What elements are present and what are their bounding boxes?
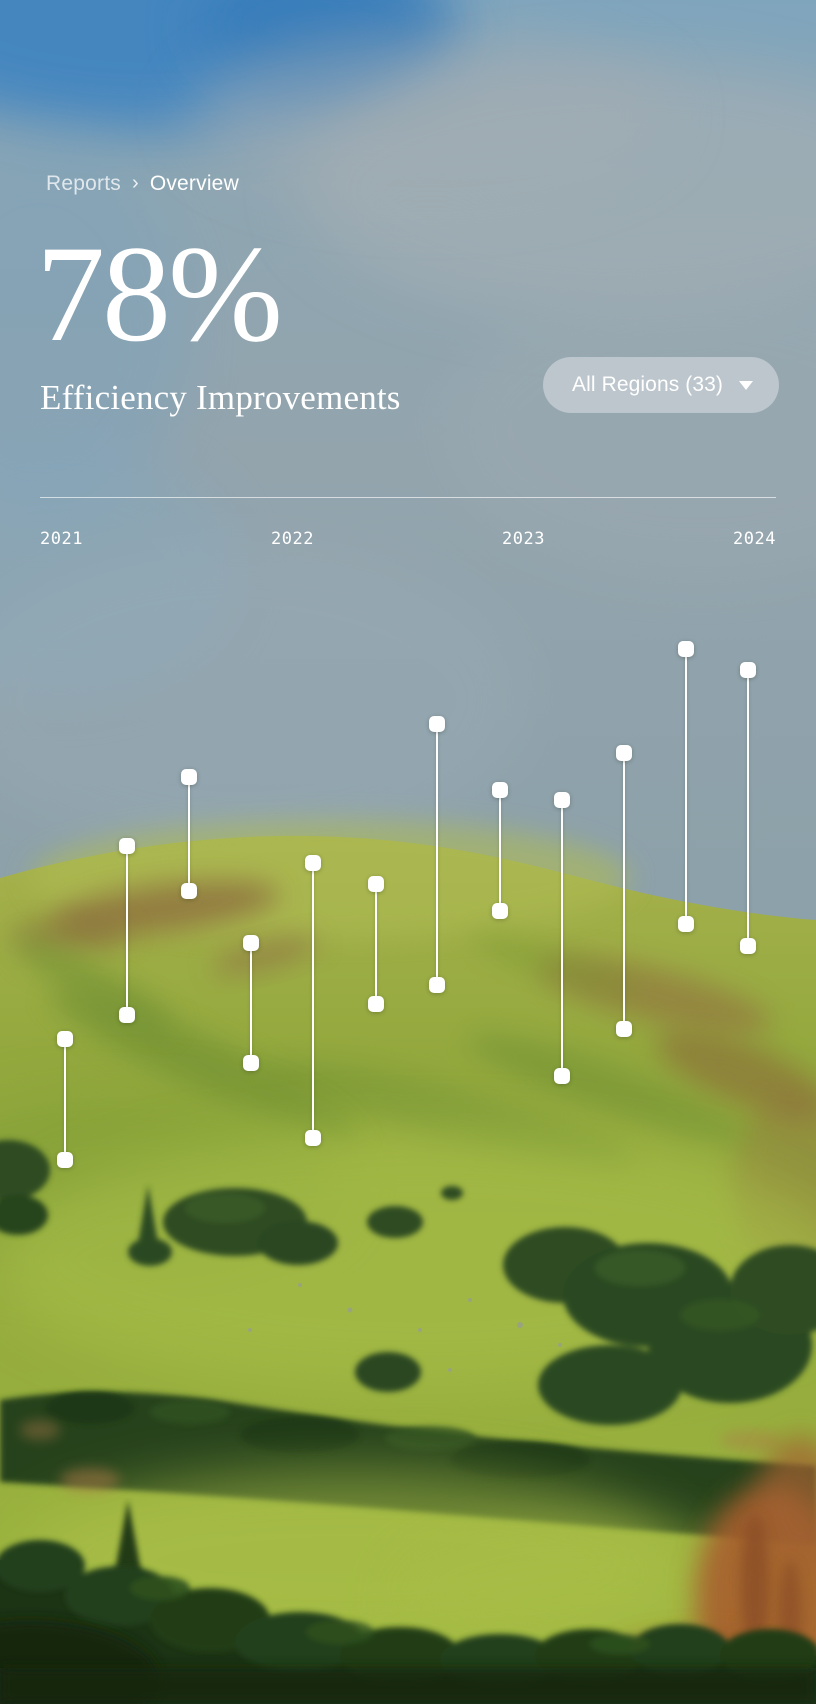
range-marker-top-11 bbox=[740, 662, 756, 678]
range-marker-top-3 bbox=[243, 935, 259, 951]
range-marker-bottom-7 bbox=[492, 903, 508, 919]
range-marker-top-5 bbox=[368, 876, 384, 892]
range-marker-bottom-10 bbox=[678, 916, 694, 932]
timeline-year-labels: 2021 2022 2023 2024 bbox=[40, 529, 776, 549]
range-marker-bottom-6 bbox=[429, 977, 445, 993]
breadcrumb-reports[interactable]: Reports bbox=[46, 172, 121, 195]
range-line-5 bbox=[375, 884, 377, 1004]
range-line-8 bbox=[561, 800, 563, 1076]
year-label-2023: 2023 bbox=[502, 529, 545, 549]
range-marker-top-8 bbox=[554, 792, 570, 808]
range-marker-bottom-2 bbox=[181, 883, 197, 899]
range-marker-top-6 bbox=[429, 716, 445, 732]
range-line-2 bbox=[188, 777, 190, 891]
breadcrumb-overview: Overview bbox=[149, 172, 239, 195]
range-marker-top-4 bbox=[305, 855, 321, 871]
range-marker-top-7 bbox=[492, 782, 508, 798]
range-line-1 bbox=[126, 846, 128, 1015]
region-filter-label: All Regions (33) bbox=[572, 373, 723, 396]
range-line-7 bbox=[499, 790, 501, 911]
range-marker-bottom-9 bbox=[616, 1021, 632, 1037]
range-marker-bottom-3 bbox=[243, 1055, 259, 1071]
range-line-11 bbox=[747, 670, 749, 946]
range-line-9 bbox=[623, 753, 625, 1029]
breadcrumb-separator-icon: › bbox=[131, 172, 139, 194]
range-marker-top-0 bbox=[57, 1031, 73, 1047]
region-filter-dropdown[interactable]: All Regions (33) bbox=[543, 357, 779, 413]
range-marker-top-2 bbox=[181, 769, 197, 785]
range-line-0 bbox=[64, 1039, 66, 1160]
chevron-down-icon bbox=[739, 380, 753, 390]
range-marker-bottom-4 bbox=[305, 1130, 321, 1146]
range-marker-bottom-0 bbox=[57, 1152, 73, 1168]
year-label-2022: 2022 bbox=[271, 529, 314, 549]
range-line-10 bbox=[685, 649, 687, 924]
range-marker-top-1 bbox=[119, 838, 135, 854]
range-line-3 bbox=[250, 943, 252, 1063]
range-marker-top-10 bbox=[678, 641, 694, 657]
range-marker-bottom-1 bbox=[119, 1007, 135, 1023]
range-marker-bottom-11 bbox=[740, 938, 756, 954]
timeline-divider bbox=[40, 497, 776, 498]
range-marker-bottom-5 bbox=[368, 996, 384, 1012]
metric-value: 78% bbox=[36, 217, 283, 370]
metric-label: Efficiency Improvements bbox=[40, 378, 401, 417]
range-marker-bottom-8 bbox=[554, 1068, 570, 1084]
range-line-6 bbox=[436, 724, 438, 985]
range-line-4 bbox=[312, 863, 314, 1138]
breadcrumb: Reports › Overview bbox=[46, 172, 239, 196]
range-marker-top-9 bbox=[616, 745, 632, 761]
year-label-2021: 2021 bbox=[40, 529, 83, 549]
year-label-2024: 2024 bbox=[733, 529, 776, 549]
